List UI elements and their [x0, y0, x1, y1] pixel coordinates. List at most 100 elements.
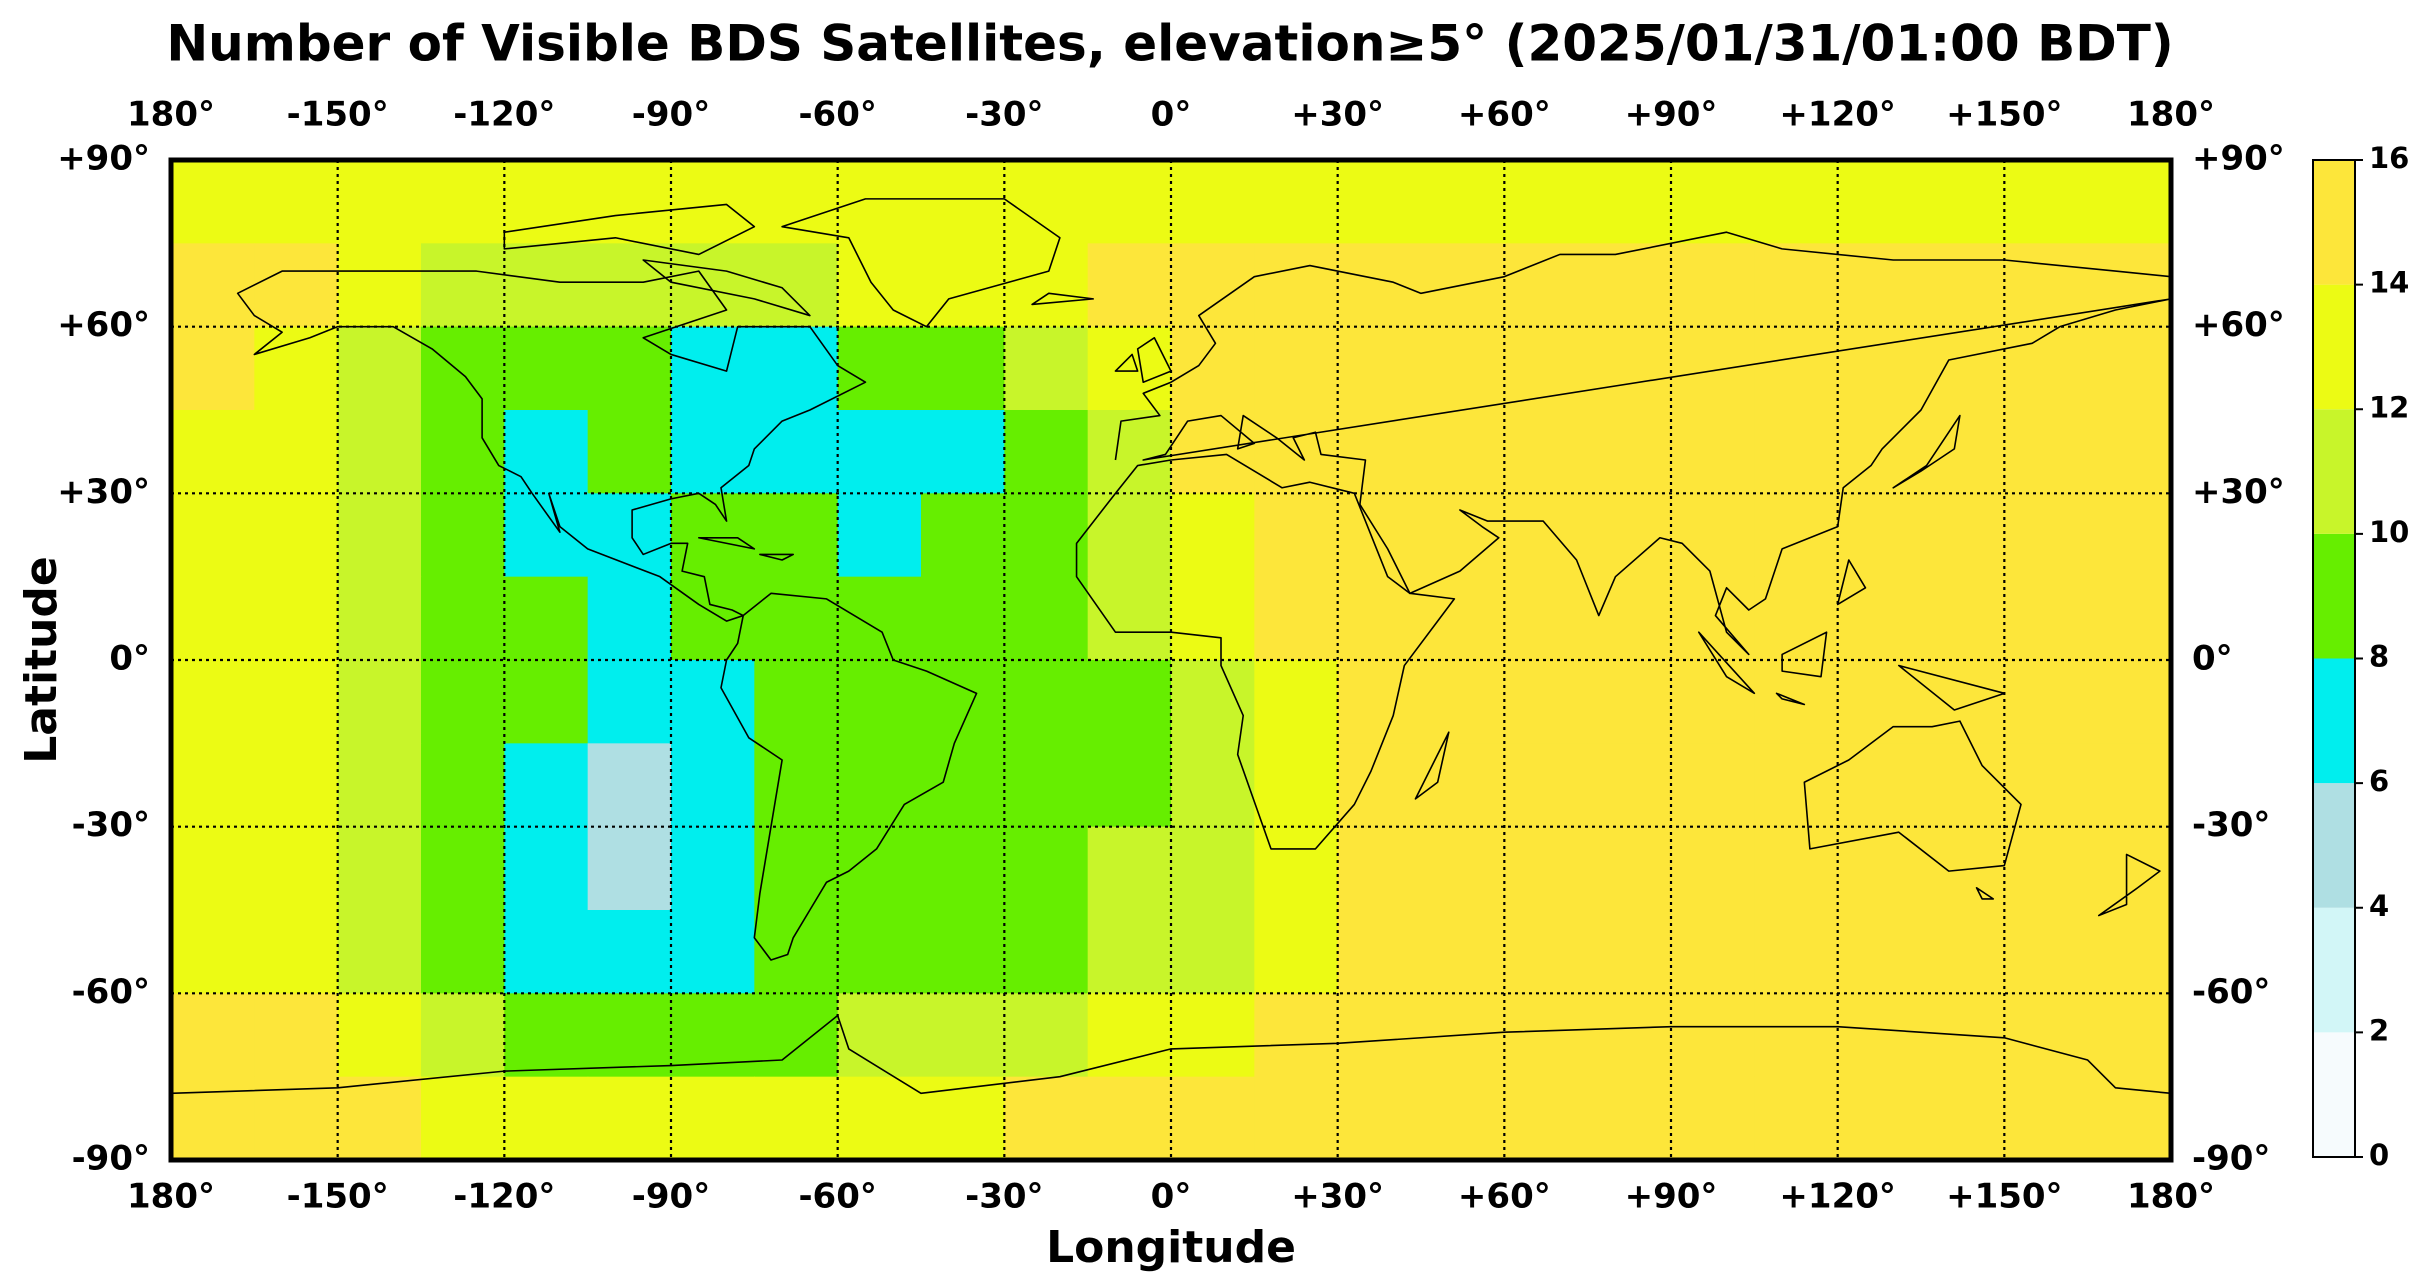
heat-cell: [504, 910, 589, 994]
heat-cell: [1504, 243, 1589, 328]
heat-cell: [504, 326, 589, 411]
heat-cell: [1754, 910, 1839, 994]
heat-cell: [1254, 743, 1339, 828]
heat-cell: [1754, 493, 1839, 578]
heat-cell: [1837, 743, 1922, 828]
heat-cell: [504, 660, 589, 744]
heat-cell: [2004, 910, 2089, 994]
heat-cell: [1171, 910, 1255, 994]
heat-cell: [1921, 243, 2005, 328]
heat-cell: [1254, 326, 1339, 411]
heat-cell: [1254, 576, 1339, 661]
heat-cell: [1087, 326, 1172, 411]
y-tick-label: 0°: [109, 639, 150, 679]
heat-cell: [921, 660, 1005, 744]
heat-cell: [837, 993, 922, 1078]
heat-cell: [504, 826, 589, 911]
heat-cell: [2004, 576, 2089, 661]
heat-cell: [1004, 993, 1089, 1078]
heat-cell: [837, 576, 922, 661]
heat-cell: [1671, 660, 1755, 744]
heat-cell: [421, 1076, 505, 1161]
heat-cell: [587, 243, 672, 328]
heat-cell: [754, 1076, 839, 1161]
heat-cell: [587, 910, 672, 994]
heat-cell: [1671, 326, 1755, 411]
x-tick-label-top: 0°: [1151, 95, 1192, 135]
heat-cell: [1921, 326, 2005, 411]
heat-cell: [1837, 1076, 1922, 1161]
heat-cell: [754, 326, 839, 411]
coast-south-america: [721, 593, 977, 960]
heat-cell: [754, 910, 839, 994]
heat-cell: [587, 743, 672, 828]
heat-cell: [254, 910, 339, 994]
chart-title: Number of Visible BDS Satellites, elevat…: [166, 15, 2173, 73]
heat-cell: [2004, 493, 2089, 578]
heat-cell: [671, 660, 755, 744]
heat-cell: [1671, 826, 1755, 911]
heat-cell: [1337, 576, 1422, 661]
heat-cell: [837, 826, 922, 911]
heat-cell: [1004, 910, 1089, 994]
heat-cell: [1754, 160, 1839, 244]
heat-cell: [1004, 1076, 1089, 1161]
heat-cell: [1921, 1076, 2005, 1161]
heat-cell: [1421, 1076, 1505, 1161]
heat-cell: [1004, 743, 1089, 828]
x-tick-label: -90°: [632, 1177, 710, 1217]
colorbar-segment: [2313, 907, 2355, 1033]
heat-cell: [1587, 1076, 1672, 1161]
heat-cell: [1504, 660, 1589, 744]
heat-cell: [1504, 910, 1589, 994]
heat-cell: [171, 743, 255, 828]
heat-cell: [254, 576, 339, 661]
heat-cell: [1421, 910, 1505, 994]
coast-north-america: [238, 271, 866, 621]
heat-cell: [1921, 410, 2005, 494]
heat-cell: [754, 493, 839, 578]
heat-cell: [754, 826, 839, 911]
heat-cell: [504, 160, 589, 244]
heat-cell: [587, 410, 672, 494]
heat-cell: [1921, 576, 2005, 661]
heat-cell: [1421, 410, 1505, 494]
colorbar-segment: [2313, 409, 2355, 534]
coastlines: [171, 199, 2171, 1093]
y-tick-label: -30°: [72, 805, 150, 845]
heat-cell: [2004, 326, 2089, 411]
heat-cell: [1754, 410, 1839, 494]
x-tick-label-top: -30°: [965, 95, 1043, 135]
heat-cell: [421, 826, 505, 911]
heat-cell: [1504, 1076, 1589, 1161]
colorbar-tick-label: 2: [2369, 1013, 2389, 1047]
heat-cell: [1754, 993, 1839, 1078]
heat-cell: [171, 910, 255, 994]
x-tick-label: +30°: [1291, 1177, 1384, 1217]
heat-cell: [921, 160, 1005, 244]
heat-cell: [421, 493, 505, 578]
heat-cell: [921, 326, 1005, 411]
heat-cell: [1254, 493, 1339, 578]
heat-cell: [587, 660, 672, 744]
heat-cell: [1671, 493, 1755, 578]
heat-cell: [254, 743, 339, 828]
heat-cell: [1087, 660, 1172, 744]
colorbar-tick-label: 8: [2369, 640, 2389, 674]
heat-cell: [421, 743, 505, 828]
heat-cell: [1504, 576, 1589, 661]
colorbar-segment: [2313, 1032, 2355, 1157]
heat-cell: [2087, 160, 2172, 244]
coast-eurasia: [1115, 232, 2171, 654]
colorbar-tick-label: 12: [2369, 390, 2409, 424]
heat-cell: [1337, 326, 1422, 411]
heat-cell: [1504, 743, 1589, 828]
y-tick-label-right: 0°: [2192, 639, 2233, 679]
heat-cell: [1171, 743, 1255, 828]
heat-cell: [2087, 826, 2172, 911]
y-tick-label: -90°: [72, 1139, 150, 1179]
heat-cell: [2087, 326, 2172, 411]
heat-cell: [1587, 326, 1672, 411]
